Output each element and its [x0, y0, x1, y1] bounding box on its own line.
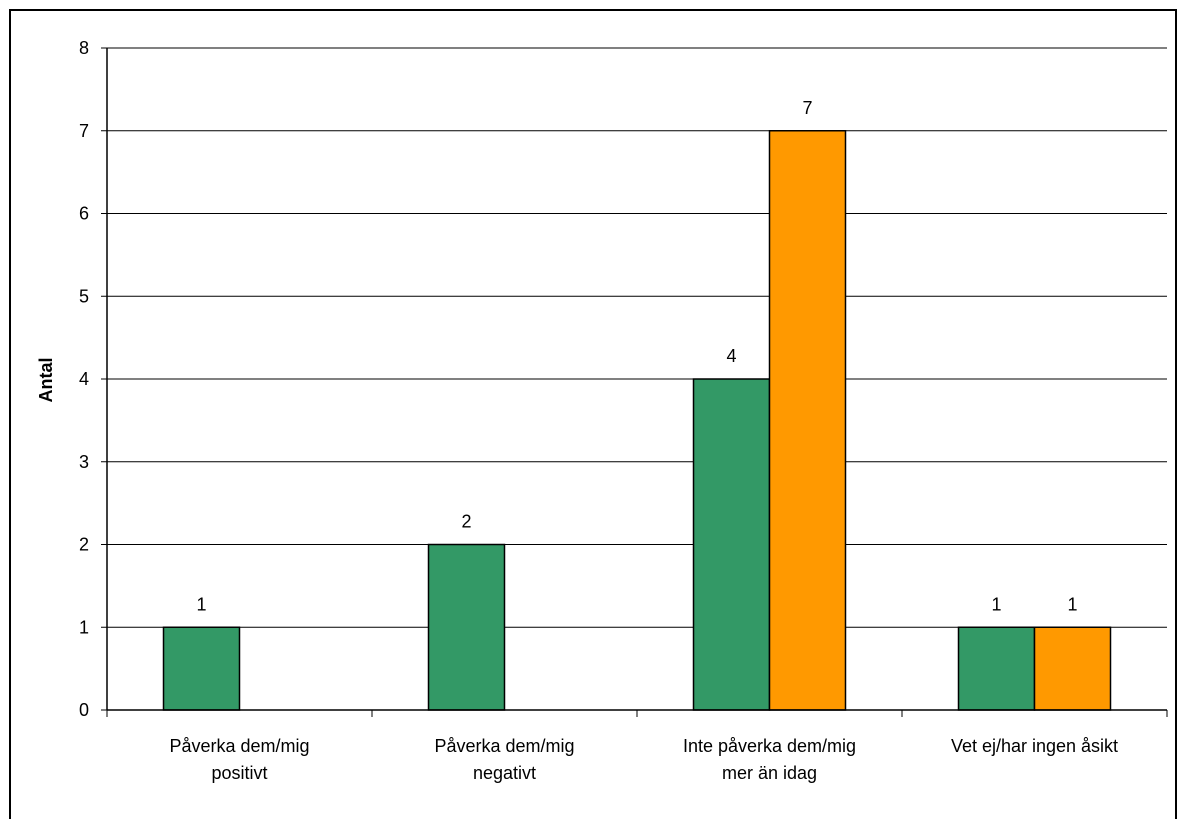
y-tick-label: 1 [79, 617, 89, 637]
y-tick-label: 7 [79, 121, 89, 141]
y-tick-label: 5 [79, 286, 89, 306]
x-category-label: Vet ej/har ingen åsikt [951, 736, 1118, 756]
x-category-label: Påverka dem/mig [434, 736, 574, 756]
data-label: 1 [991, 594, 1001, 614]
bar [1033, 626, 1112, 711]
y-tick-label: 3 [79, 452, 89, 472]
bar [692, 378, 771, 711]
bar [427, 543, 506, 711]
y-tick-label: 8 [79, 38, 89, 58]
y-tick-label: 4 [79, 369, 89, 389]
bar [162, 626, 241, 711]
y-tick-label: 2 [79, 535, 89, 555]
x-category-label: negativt [473, 763, 536, 783]
y-axis-title: Antal [36, 358, 56, 403]
data-label: 2 [461, 512, 471, 532]
chart-frame [9, 9, 1177, 819]
labels: 0 1 2 3 4 5 6 7 8 1 2 4 1 7 1 Påverka dem/mig positivt På… [79, 38, 1118, 783]
x-category-label: mer än idag [722, 763, 817, 783]
x-category-label: Inte påverka dem/mig [683, 736, 856, 756]
axes [101, 47, 1168, 717]
bar [957, 626, 1036, 711]
x-category-label: Påverka dem/mig [169, 736, 309, 756]
data-label: 7 [802, 98, 812, 118]
bar [768, 130, 847, 711]
data-label: 4 [726, 346, 736, 366]
bars [162, 130, 1112, 711]
data-label: 1 [1067, 594, 1077, 614]
y-tick-label: 6 [79, 204, 89, 224]
x-category-label: positivt [211, 763, 267, 783]
data-label: 1 [196, 594, 206, 614]
y-tick-label: 0 [79, 700, 89, 720]
gridlines [107, 47, 1167, 628]
